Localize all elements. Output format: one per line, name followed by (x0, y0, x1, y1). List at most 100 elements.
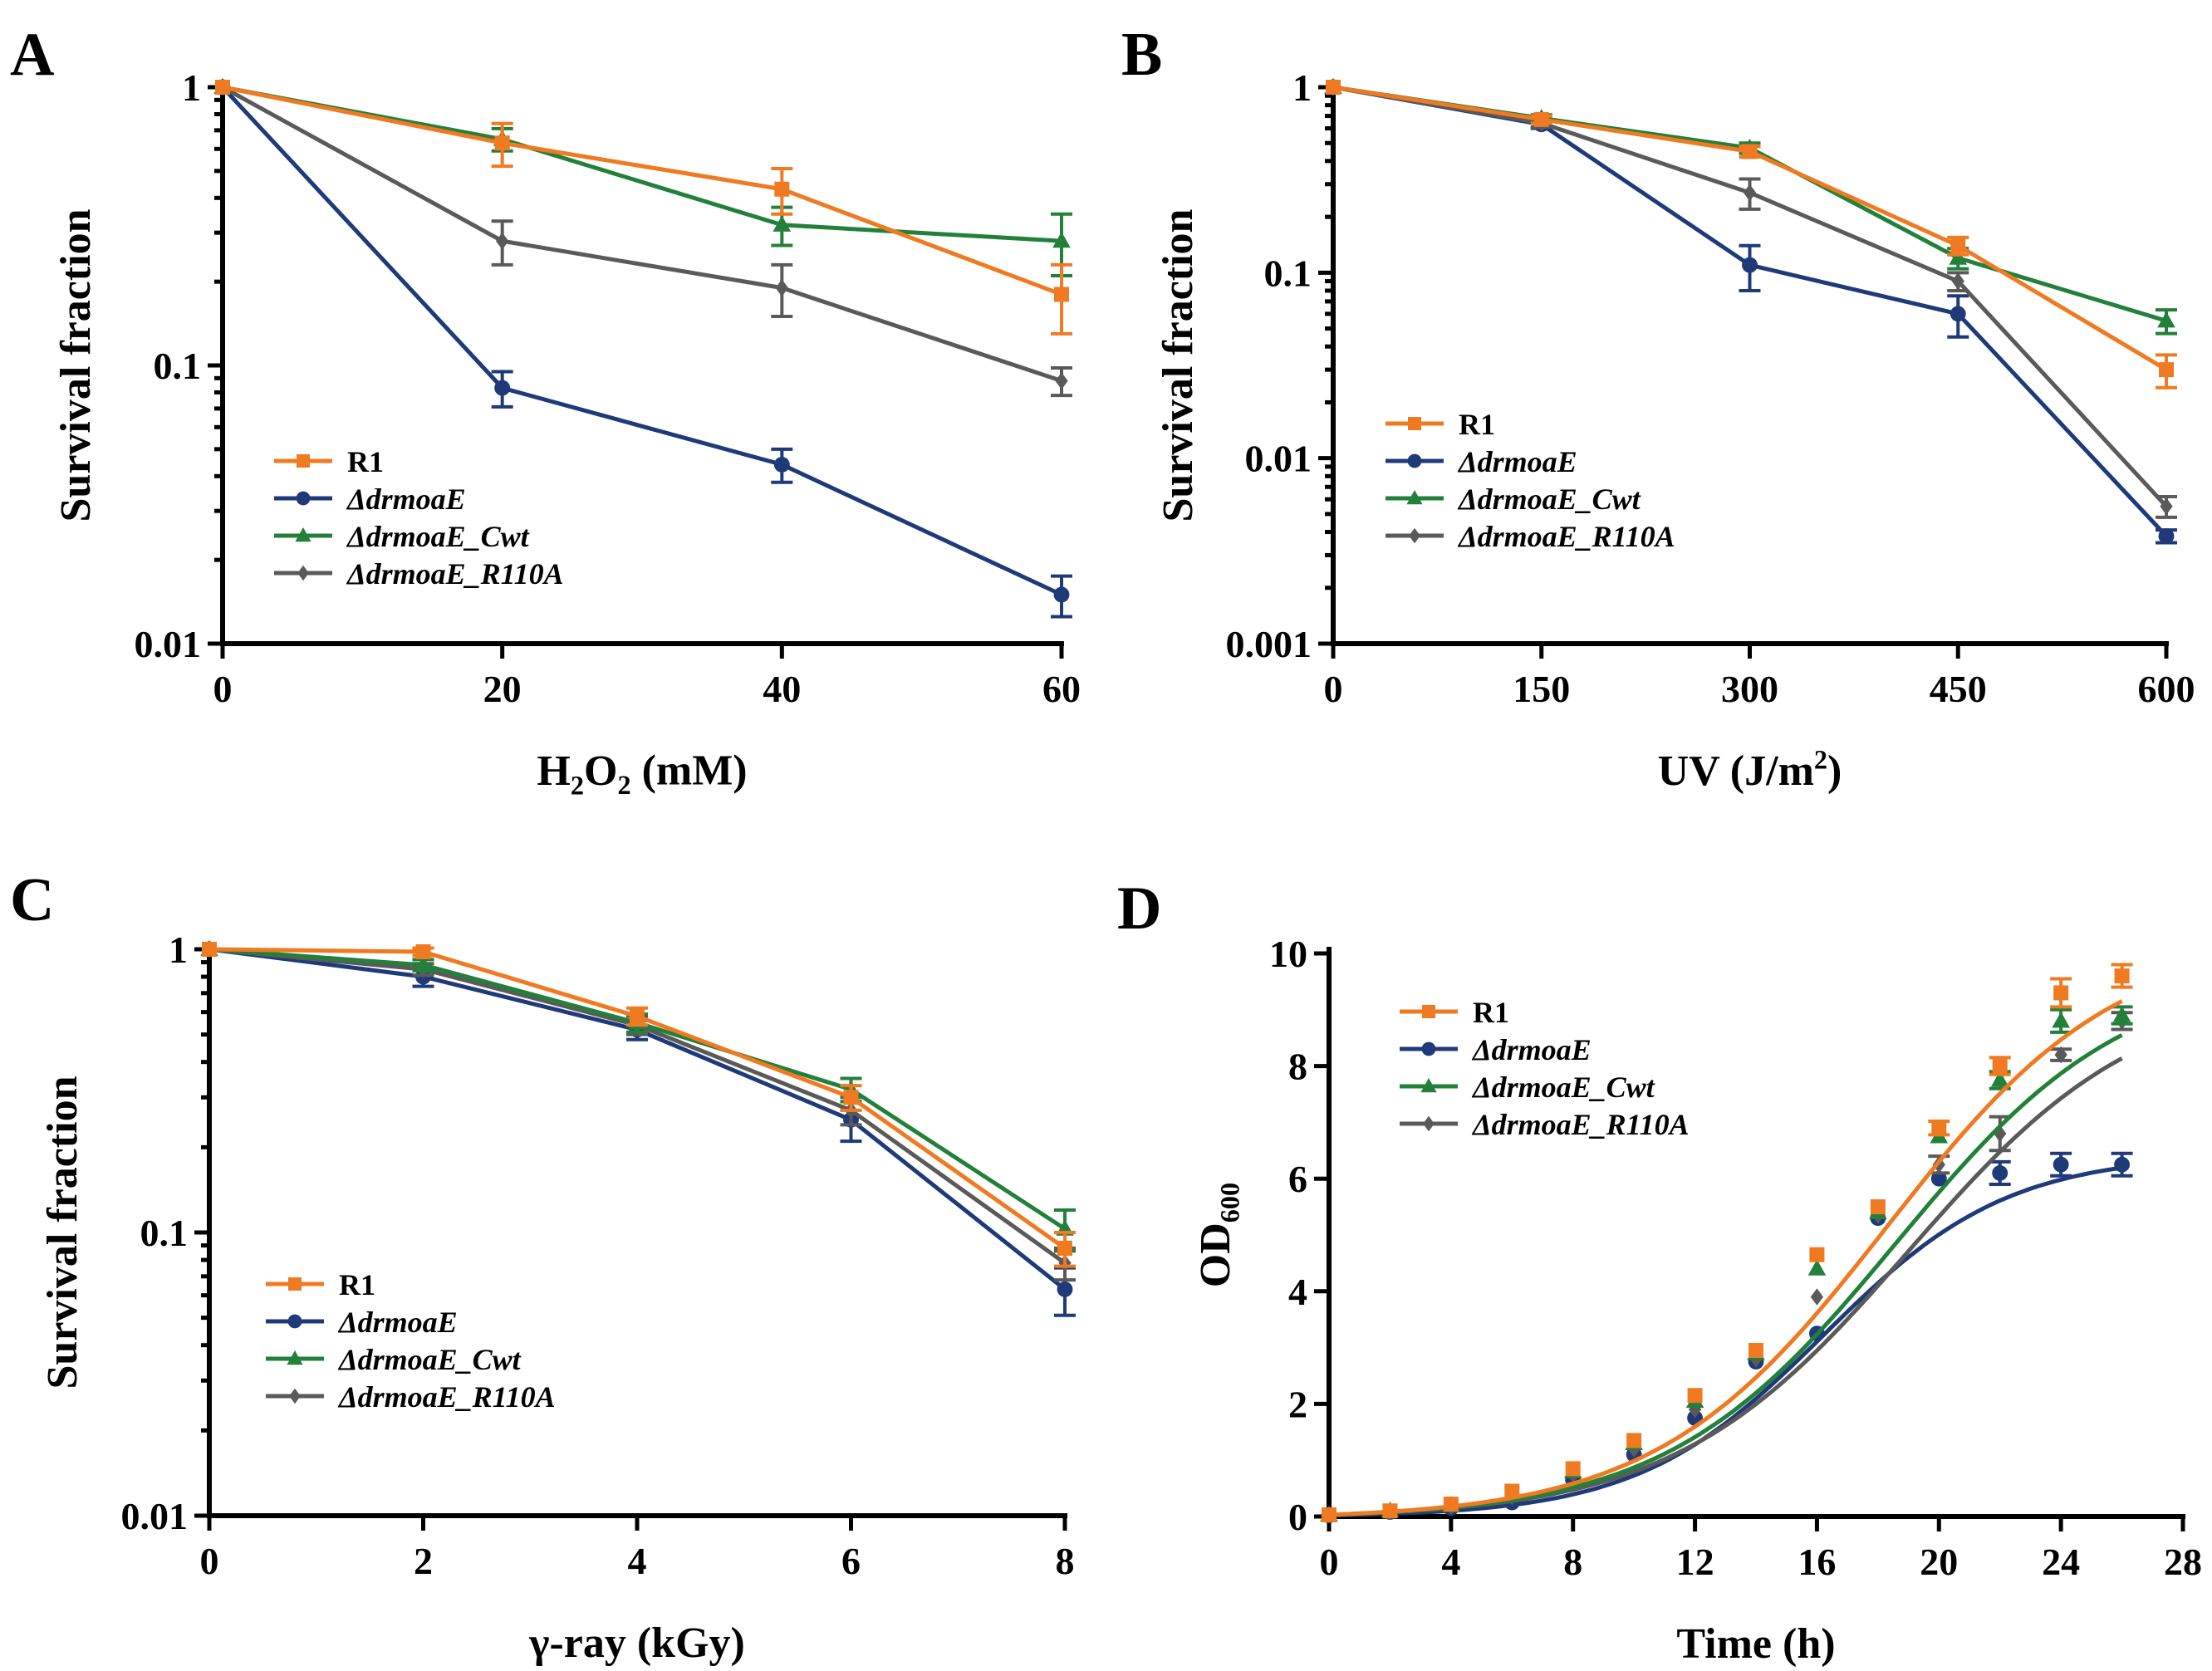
x-tick-label: 600 (2138, 668, 2195, 710)
series-Cwt (200, 939, 1076, 1253)
legend-entry-KO: ΔdrmoaE (346, 483, 466, 516)
y-tick-label: 0.01 (1245, 438, 1312, 480)
x-tick-label: 24 (2042, 1541, 2080, 1583)
x-tick-label: 12 (1676, 1541, 1714, 1583)
y-axis-title: Survival fraction (52, 208, 100, 522)
data-point-Cwt (1052, 231, 1071, 248)
x-tick-label: 450 (1930, 668, 1987, 710)
legend-entry-R1: R1 (347, 445, 384, 478)
data-point-KO (2053, 1156, 2069, 1173)
legend-marker-R1 (1408, 417, 1421, 430)
data-point-Cwt (2112, 1006, 2131, 1022)
data-point-R1 (1326, 80, 1341, 95)
series-line-R1 (1332, 85, 2168, 372)
series-R1 (1322, 963, 2133, 1522)
data-point-R110A (496, 232, 509, 250)
data-point-R1 (1322, 1507, 1337, 1522)
panel-label-D: D (1117, 875, 1161, 943)
data-point-Cwt (1949, 248, 1968, 265)
y-tick-label: 8 (1288, 1046, 1307, 1088)
panel-label-C: C (10, 866, 54, 934)
data-point-R1 (2159, 362, 2174, 378)
data-point-R1 (1992, 1058, 2008, 1074)
legend-marker-Cwt (1420, 1078, 1437, 1093)
data-point-R1 (2114, 968, 2130, 984)
data-point-KO (1930, 1170, 1947, 1187)
y-tick-label: 6 (1288, 1158, 1307, 1200)
series-Cwt (213, 77, 1072, 278)
y-tick-label: 2 (1288, 1383, 1307, 1425)
panel-label-B: B (1121, 21, 1162, 89)
x-tick-label: 150 (1513, 668, 1570, 710)
x-tick-label: 20 (1920, 1541, 1958, 1583)
data-point-R1 (1870, 1199, 1886, 1215)
data-point-KO (494, 380, 511, 396)
data-point-R1 (1931, 1120, 1947, 1136)
data-point-R110A (1743, 184, 1757, 202)
legend-entry-KO: ΔdrmoaE (1457, 445, 1577, 478)
series-KO (214, 79, 1072, 619)
series-R110A (216, 78, 1072, 398)
data-point-Cwt (2157, 311, 2175, 328)
legend-entry-R110A: ΔdrmoaE_R110A (1471, 1108, 1690, 1141)
data-point-KO (1057, 1281, 1073, 1297)
y-tick-label: 0.1 (1264, 252, 1312, 294)
data-point-R110A (2160, 497, 2173, 516)
x-tick-label: 0 (1324, 668, 1343, 710)
legend-entry-Cwt: ΔdrmoaE_Cwt (1457, 483, 1641, 516)
legend: R1 ΔdrmoaE ΔdrmoaE_Cwt ΔdrmoaE_R110A (274, 445, 564, 590)
y-tick-label: 1 (169, 929, 188, 971)
series-line-KO (221, 86, 1063, 597)
y-axis-title: Survival fraction (1155, 208, 1202, 522)
legend-entry-R1: R1 (1473, 996, 1509, 1029)
legend-marker-KO (1407, 453, 1422, 468)
data-point-Cwt (1990, 1071, 2009, 1087)
legend-marker-Cwt (1406, 490, 1423, 505)
legend-entry-R1: R1 (339, 1268, 375, 1301)
x-tick-label: 40 (763, 668, 801, 710)
x-axis-title-part: O (584, 747, 617, 795)
legend-entry-KO: ΔdrmoaE (337, 1306, 458, 1339)
series-line-R1 (222, 85, 1062, 296)
x-tick-label: 16 (1798, 1541, 1836, 1583)
data-point-R1 (1742, 144, 1758, 159)
data-point-R1 (215, 80, 230, 95)
y-tick-label: 0.01 (135, 623, 202, 665)
fit-curve-R110A (1328, 1056, 2123, 1517)
legend-marker-KO (1421, 1041, 1436, 1056)
x-tick-label: 6 (841, 1540, 861, 1582)
x-axis-title-part: ) (1827, 747, 1842, 795)
data-point-R1 (1950, 238, 1966, 253)
legend-marker-R1 (1422, 1005, 1435, 1018)
legend: R1 ΔdrmoaE ΔdrmoaE_Cwt ΔdrmoaE_R110A (1386, 408, 1675, 553)
legend: R1 ΔdrmoaE ΔdrmoaE_Cwt ΔdrmoaE_R110A (266, 1268, 556, 1414)
data-point-Cwt (1807, 1259, 1827, 1276)
legend-marker-Cwt (295, 527, 311, 542)
x-axis-title-part: (mM) (631, 747, 748, 795)
series-KO (201, 941, 1076, 1317)
legend-marker-KO (296, 491, 311, 506)
y-tick-label: 4 (1288, 1271, 1307, 1313)
x-tick-label: 20 (483, 668, 522, 710)
series-R1 (202, 942, 1076, 1268)
x-axis-title: UV (J/m2) (1658, 745, 1842, 795)
legend: R1 ΔdrmoaE ΔdrmoaE_Cwt ΔdrmoaE_R110A (1400, 996, 1690, 1141)
x-axis-title: Time (h) (1676, 1620, 1835, 1668)
y-tick-label: 0.001 (1226, 623, 1312, 665)
legend-marker-Cwt (287, 1350, 303, 1365)
data-point-R1 (1626, 1433, 1642, 1448)
legend-entry-R110A: ΔdrmoaE_R110A (346, 557, 564, 590)
fit-curve-Cwt (1328, 1033, 2123, 1517)
x-axis-title-part: γ-ray (kGy) (528, 1620, 745, 1667)
x-axis-title: H2O2 (mM) (537, 747, 747, 801)
fit-curve-R1 (1328, 999, 2123, 1517)
data-point-R110A (1055, 372, 1068, 390)
x-axis-title-part: H (537, 747, 570, 795)
data-point-R1 (1057, 1240, 1072, 1256)
data-point-R1 (1687, 1388, 1703, 1404)
fit-curve-KO (1328, 1165, 2122, 1518)
data-point-R110A (1951, 272, 1964, 290)
data-point-Cwt (2052, 1012, 2070, 1028)
